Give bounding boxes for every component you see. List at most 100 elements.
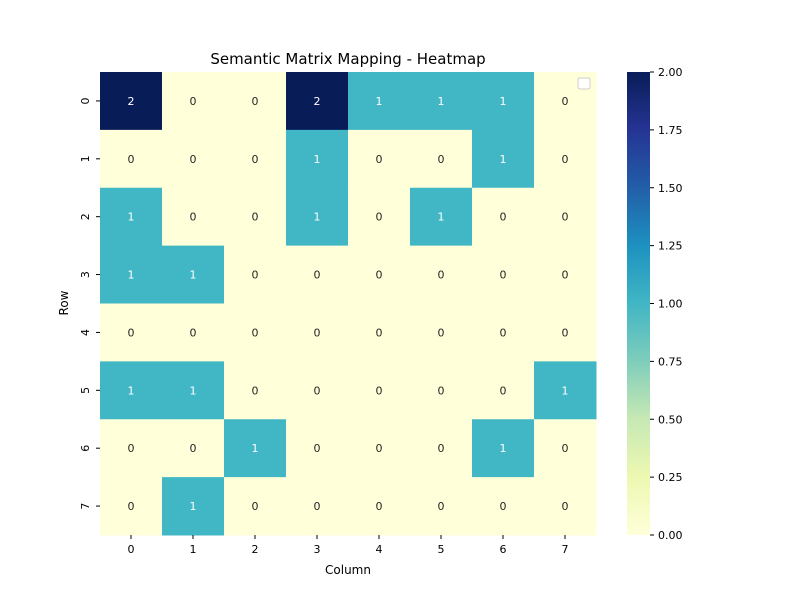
heatmap-cell xyxy=(224,303,287,362)
cell-value-label: 0 xyxy=(562,269,569,282)
heatmap-cell xyxy=(410,72,473,131)
heatmap-cell xyxy=(286,361,349,420)
cell-value-label: 0 xyxy=(376,500,383,513)
cell-value-label: 0 xyxy=(438,269,445,282)
cell-value-label: 0 xyxy=(314,269,321,282)
cell-value-label: 0 xyxy=(190,211,197,224)
cell-value-label: 1 xyxy=(190,384,197,397)
heatmap-cell xyxy=(410,187,473,247)
cell-value-label: 0 xyxy=(562,95,569,108)
heatmap-cell xyxy=(348,419,411,478)
cell-value-label: 0 xyxy=(190,326,197,339)
heatmap-cell xyxy=(100,477,163,536)
x-tick-label: 6 xyxy=(500,543,507,556)
cell-value-label: 0 xyxy=(252,326,259,339)
cell-value-label: 1 xyxy=(128,384,135,397)
heatmap-cell xyxy=(224,361,287,420)
cell-value-label: 0 xyxy=(562,326,569,339)
colorbar-tick-label: 2.00 xyxy=(658,66,683,79)
cell-value-label: 0 xyxy=(376,211,383,224)
cell-value-label: 0 xyxy=(438,153,445,166)
cell-value-label: 1 xyxy=(190,269,197,282)
x-tick-label: 7 xyxy=(562,543,569,556)
cell-value-label: 1 xyxy=(500,95,507,108)
heatmap-cell xyxy=(162,187,225,247)
heatmap-cell xyxy=(162,361,225,420)
cell-value-label: 1 xyxy=(128,269,135,282)
cell-value-label: 0 xyxy=(314,326,321,339)
y-tick-label: 3 xyxy=(79,271,92,278)
heatmap-cell xyxy=(410,303,473,362)
heatmap-cell xyxy=(100,187,163,247)
heatmap-cell xyxy=(410,245,473,304)
cell-value-label: 0 xyxy=(128,326,135,339)
cell-value-label: 0 xyxy=(252,95,259,108)
cell-value-label: 0 xyxy=(128,153,135,166)
heatmap-cell xyxy=(534,187,597,247)
colorbar-ticks: 0.00 0.25 0.50 0.75 1.00 1.25 1.50 1.75 2.00 xyxy=(650,66,683,542)
y-axis-label: Row xyxy=(57,290,71,315)
cell-value-label: 0 xyxy=(252,211,259,224)
cell-value-label: 0 xyxy=(562,211,569,224)
heatmap-cell xyxy=(410,361,473,420)
cell-value-label: 2 xyxy=(128,95,135,108)
cell-value-label: 0 xyxy=(438,442,445,455)
colorbar-tick-label: 0.00 xyxy=(658,529,683,542)
colorbar-tick-label: 0.25 xyxy=(658,471,683,484)
x-tick-label: 2 xyxy=(252,543,259,556)
heatmap-cell xyxy=(348,245,411,304)
cell-value-label: 0 xyxy=(376,153,383,166)
x-tick-label: 0 xyxy=(128,543,135,556)
cell-value-label: 0 xyxy=(252,153,259,166)
heatmap-cell xyxy=(100,361,163,420)
heatmap-cell xyxy=(472,361,535,420)
heatmap-cell xyxy=(162,419,225,478)
cell-value-label: 0 xyxy=(562,153,569,166)
cell-value-label: 0 xyxy=(314,442,321,455)
cell-value-label: 1 xyxy=(500,442,507,455)
colorbar-tick-label: 1.00 xyxy=(658,298,683,311)
cell-value-label: 1 xyxy=(376,95,383,108)
y-tick-label: 6 xyxy=(79,445,92,452)
cell-value-label: 0 xyxy=(252,269,259,282)
heatmap-cell xyxy=(534,303,597,362)
heatmap-cell xyxy=(286,303,349,362)
colorbar xyxy=(627,72,650,535)
y-tick-label: 4 xyxy=(79,329,92,336)
cell-value-label: 1 xyxy=(438,95,445,108)
heatmap-cell xyxy=(286,419,349,478)
heatmap-cell xyxy=(224,477,287,536)
x-tick-label: 4 xyxy=(376,543,383,556)
cell-value-label: 0 xyxy=(190,95,197,108)
cell-value-label: 0 xyxy=(562,442,569,455)
cell-value-label: 0 xyxy=(500,326,507,339)
heatmap-cell xyxy=(286,72,349,131)
colorbar-tick-label: 0.50 xyxy=(658,413,683,426)
heatmap-cell xyxy=(100,129,163,189)
heatmap-cell xyxy=(534,129,597,189)
cell-value-label: 0 xyxy=(128,442,135,455)
cell-value-label: 0 xyxy=(252,500,259,513)
y-tick-label: 0 xyxy=(79,97,92,104)
cell-value-label: 0 xyxy=(314,384,321,397)
chart-title: Semantic Matrix Mapping - Heatmap xyxy=(210,50,485,68)
heatmap-cell xyxy=(472,477,535,536)
cell-value-label: 1 xyxy=(314,153,321,166)
colorbar-tick-label: 1.50 xyxy=(658,182,683,195)
y-axis-ticks: 0 1 2 3 4 5 6 7 xyxy=(79,97,100,510)
heatmap-cell xyxy=(410,419,473,478)
x-tick-label: 3 xyxy=(314,543,321,556)
heatmap-cell xyxy=(162,72,225,131)
cell-value-label: 1 xyxy=(252,442,259,455)
cell-value-label: 1 xyxy=(438,211,445,224)
heatmap-cell xyxy=(162,477,225,536)
heatmap-cell xyxy=(348,477,411,536)
legend-box xyxy=(577,77,591,90)
heatmap-cell xyxy=(348,129,411,189)
cell-value-label: 0 xyxy=(376,326,383,339)
heatmap-cells: 2 0 0 2 1 1 1 0 0 0 0 1 0 0 1 0 1 0 0 1 0 1 0 0 1 1 0 0 0 0 0 0 0 0 0 0 0 0 0 0… xyxy=(100,72,597,536)
colorbar-tick-label: 1.75 xyxy=(658,124,683,137)
heatmap-cell xyxy=(100,72,163,131)
heatmap-cell xyxy=(534,477,597,536)
cell-value-label: 0 xyxy=(314,500,321,513)
